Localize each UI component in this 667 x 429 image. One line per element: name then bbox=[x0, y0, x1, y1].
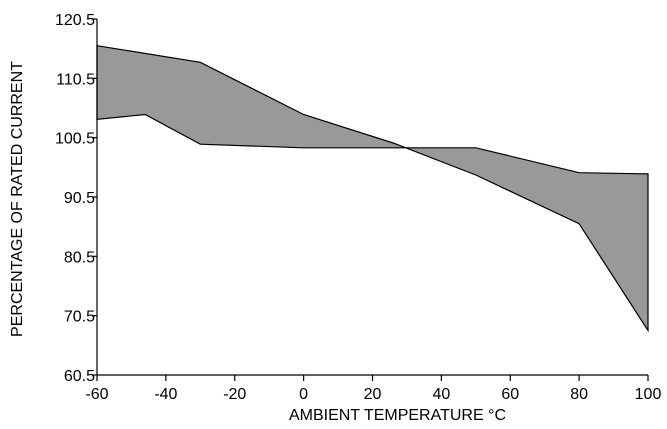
y-tick-label: 110.5 bbox=[56, 71, 95, 88]
y-axis-title: PERCENTAGE OF RATED CURRENT bbox=[9, 61, 26, 337]
y-tick-label: 90.5 bbox=[64, 190, 95, 207]
band-layer bbox=[96, 44, 649, 333]
y-tick-label: 60.5 bbox=[64, 368, 95, 385]
y-tick-label: 120.5 bbox=[55, 12, 95, 29]
y-tick-label: 100.5 bbox=[55, 131, 95, 148]
y-tick-label: 80.5 bbox=[64, 249, 95, 266]
x-tick-label: -20 bbox=[223, 386, 246, 403]
y-tick-label: 70.5 bbox=[64, 309, 95, 326]
x-ticks: -60 -40 -20 0 20 40 60 80 100 bbox=[85, 375, 661, 403]
x-tick-label: 20 bbox=[364, 386, 382, 403]
tolerance-band bbox=[96, 44, 649, 333]
x-tick-label: 80 bbox=[570, 386, 588, 403]
x-tick-label: 40 bbox=[432, 386, 450, 403]
y-ticks: 60.5 70.5 80.5 90.5 100.5 110.5 120.5 bbox=[55, 12, 97, 385]
x-axis-title: AMBIENT TEMPERATURE °C bbox=[289, 407, 506, 424]
x-tick-label: 0 bbox=[299, 386, 308, 403]
x-tick-label: -40 bbox=[154, 386, 177, 403]
x-tick-label: 60 bbox=[501, 386, 519, 403]
x-tick-label: 100 bbox=[635, 386, 662, 403]
x-tick-label: -60 bbox=[85, 386, 108, 403]
